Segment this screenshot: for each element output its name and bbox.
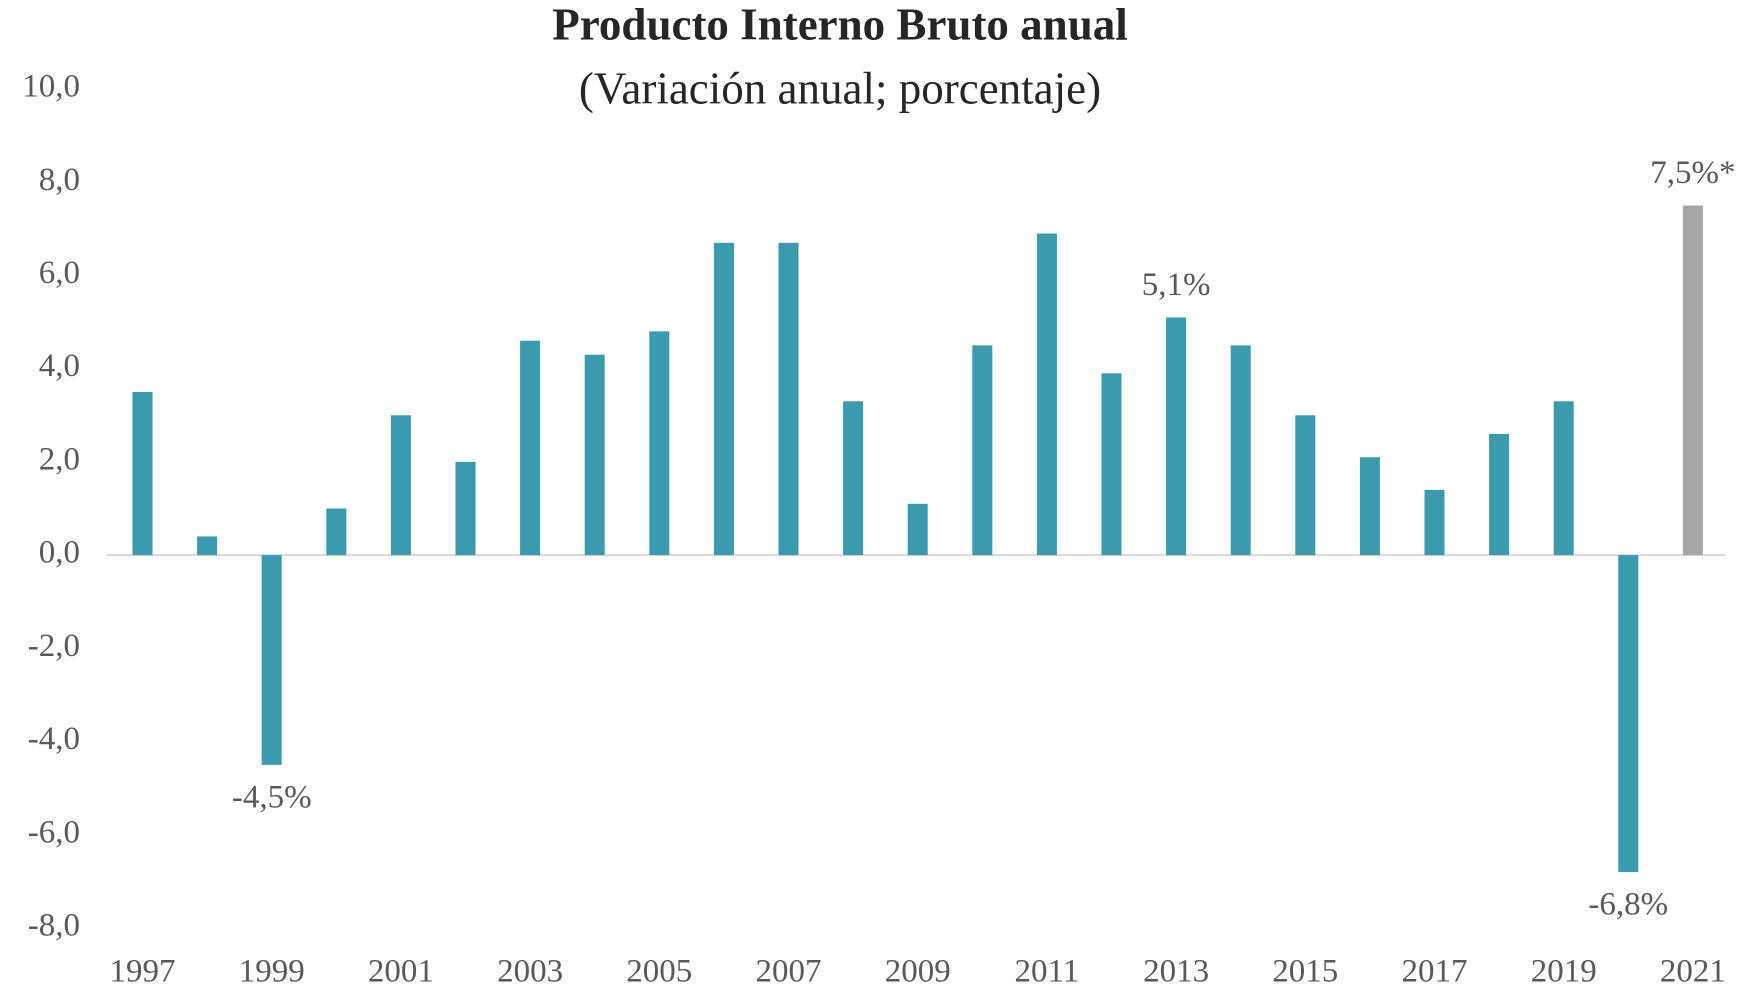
bar xyxy=(197,536,218,556)
y-tick-label: 4,0 xyxy=(39,348,80,384)
bar xyxy=(1101,373,1122,556)
y-tick-label: -6,0 xyxy=(28,814,80,850)
y-tick-label: -8,0 xyxy=(28,908,80,944)
x-tick-label: 2017 xyxy=(1402,954,1468,990)
bar xyxy=(1682,205,1703,556)
bar xyxy=(713,242,734,556)
x-tick-label: 2007 xyxy=(756,954,822,990)
bar xyxy=(132,391,153,556)
y-tick-label: 2,0 xyxy=(39,441,80,477)
x-tick-label: 2021 xyxy=(1660,954,1726,990)
x-tick-label: 2003 xyxy=(497,954,563,990)
data-label: 7,5%* xyxy=(1650,155,1735,191)
chart-subtitle: (Variación anual; porcentaje) xyxy=(579,63,1101,113)
x-tick-label: 1997 xyxy=(110,954,176,990)
bar xyxy=(1359,457,1380,556)
bar xyxy=(1424,489,1445,556)
bar xyxy=(843,401,864,556)
x-tick-label: 2019 xyxy=(1531,954,1597,990)
bar xyxy=(1295,415,1316,556)
data-label: -6,8% xyxy=(1588,887,1668,923)
x-tick-label: 2011 xyxy=(1015,954,1080,990)
bar xyxy=(1166,317,1187,556)
bar xyxy=(649,331,670,556)
y-tick-label: 0,0 xyxy=(39,535,80,571)
x-tick-label: 2013 xyxy=(1143,954,1209,990)
data-label: 5,1% xyxy=(1142,267,1211,303)
y-tick-label: 6,0 xyxy=(39,255,80,291)
x-tick-label: 2001 xyxy=(368,954,434,990)
bar xyxy=(584,354,605,556)
x-tick-label: 1999 xyxy=(239,954,305,990)
bar xyxy=(1553,401,1574,556)
bar xyxy=(520,340,541,556)
x-tick-label: 2009 xyxy=(885,954,951,990)
bar xyxy=(261,555,282,765)
bar xyxy=(455,461,476,556)
bar xyxy=(1036,233,1057,556)
data-label: -4,5% xyxy=(232,779,312,815)
bar xyxy=(778,242,799,556)
bar xyxy=(907,503,928,556)
bar xyxy=(1489,433,1510,556)
y-tick-label: 8,0 xyxy=(39,162,80,198)
x-tick-label: 2015 xyxy=(1272,954,1338,990)
y-tick-label: -2,0 xyxy=(28,628,80,664)
bar xyxy=(1230,345,1251,556)
y-tick-label: -4,0 xyxy=(28,721,80,757)
bar xyxy=(326,508,347,556)
chart-title: Producto Interno Bruto anual xyxy=(552,0,1127,49)
y-tick-label: 10,0 xyxy=(22,69,80,105)
x-tick-label: 2005 xyxy=(626,954,692,990)
bar xyxy=(1618,555,1639,873)
bar xyxy=(972,345,993,556)
bar xyxy=(390,415,411,556)
